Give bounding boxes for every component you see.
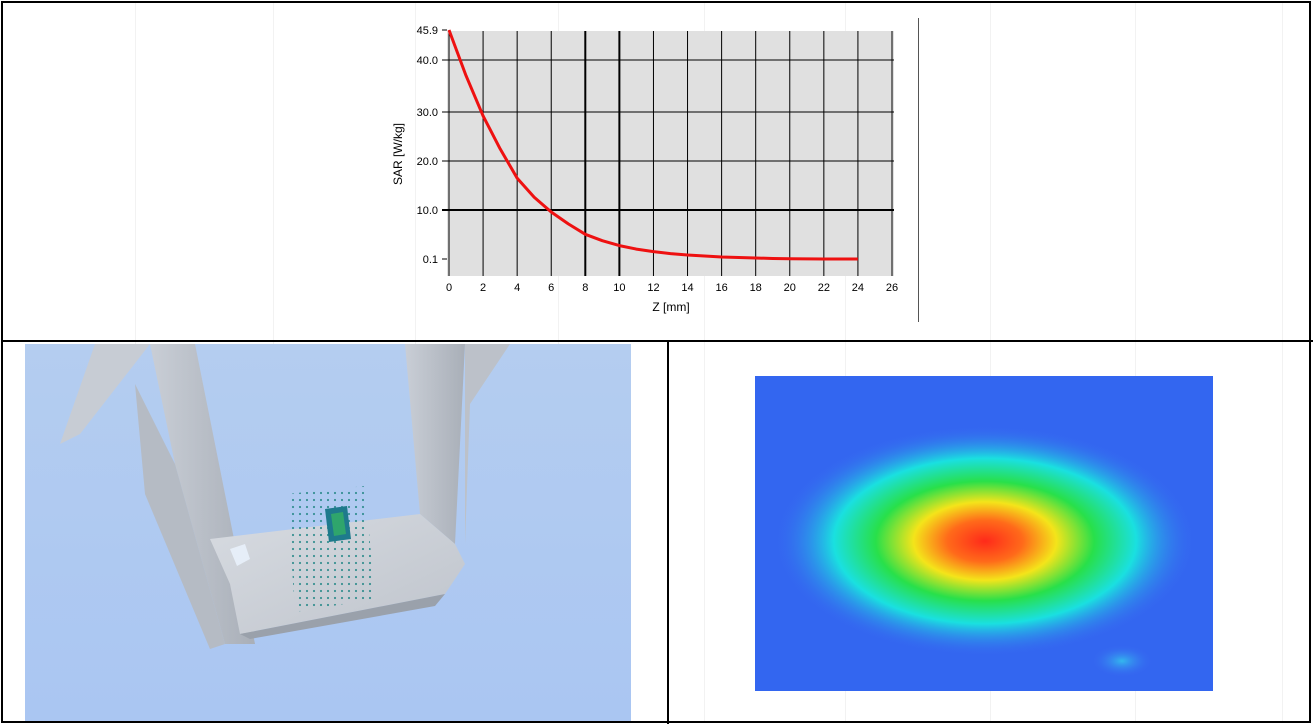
x-tick-label: 4 <box>514 282 520 294</box>
sar-z-scan-chart: 0.110.020.030.040.045.9 0 2 4 6 8 10 12 14 16 18 2… <box>391 25 898 314</box>
y-tick-label: 30.0 <box>417 107 438 119</box>
y-tick-label: 0.1 <box>423 254 438 266</box>
row-divider <box>1 340 1313 342</box>
x-tick-label: 8 <box>582 282 588 294</box>
x-tick-label: 16 <box>715 282 727 294</box>
sar-heatmap-icon <box>755 376 1213 691</box>
y-tick-labels: 0.1 10.0 20.0 30.0 40.0 45.9 <box>417 25 438 266</box>
y-axis-label: SAR [W/kg] <box>391 123 405 185</box>
x-tick-label: 20 <box>784 282 796 294</box>
x-tick-label: 6 <box>548 282 554 294</box>
y-tick-label: 40.0 <box>417 55 438 67</box>
x-tick-label: 22 <box>818 282 830 294</box>
phantom-setup-3d-icon <box>25 344 631 721</box>
x-tick-label: 24 <box>852 282 864 294</box>
y-tick-label: 20.0 <box>417 156 438 168</box>
x-tick-label: 10 <box>613 282 625 294</box>
x-tick-label: 18 <box>750 282 762 294</box>
x-tick-labels: 0 2 4 6 8 10 12 14 16 18 20 22 24 26 <box>446 282 898 294</box>
chart-separator <box>918 18 919 322</box>
x-axis-label: Z [mm] <box>652 300 689 314</box>
x-tick-label: 0 <box>446 282 452 294</box>
plot-area <box>447 31 894 276</box>
grid <box>442 29 894 276</box>
y-tick-label: 45.9 <box>417 25 438 37</box>
x-tick-label: 2 <box>480 282 486 294</box>
x-tick-label: 14 <box>681 282 693 294</box>
series-line <box>447 29 858 261</box>
x-tick-label: 26 <box>886 282 898 294</box>
x-tick-label: 12 <box>647 282 659 294</box>
column-divider <box>667 341 669 724</box>
y-tick-label: 10.0 <box>417 205 438 217</box>
